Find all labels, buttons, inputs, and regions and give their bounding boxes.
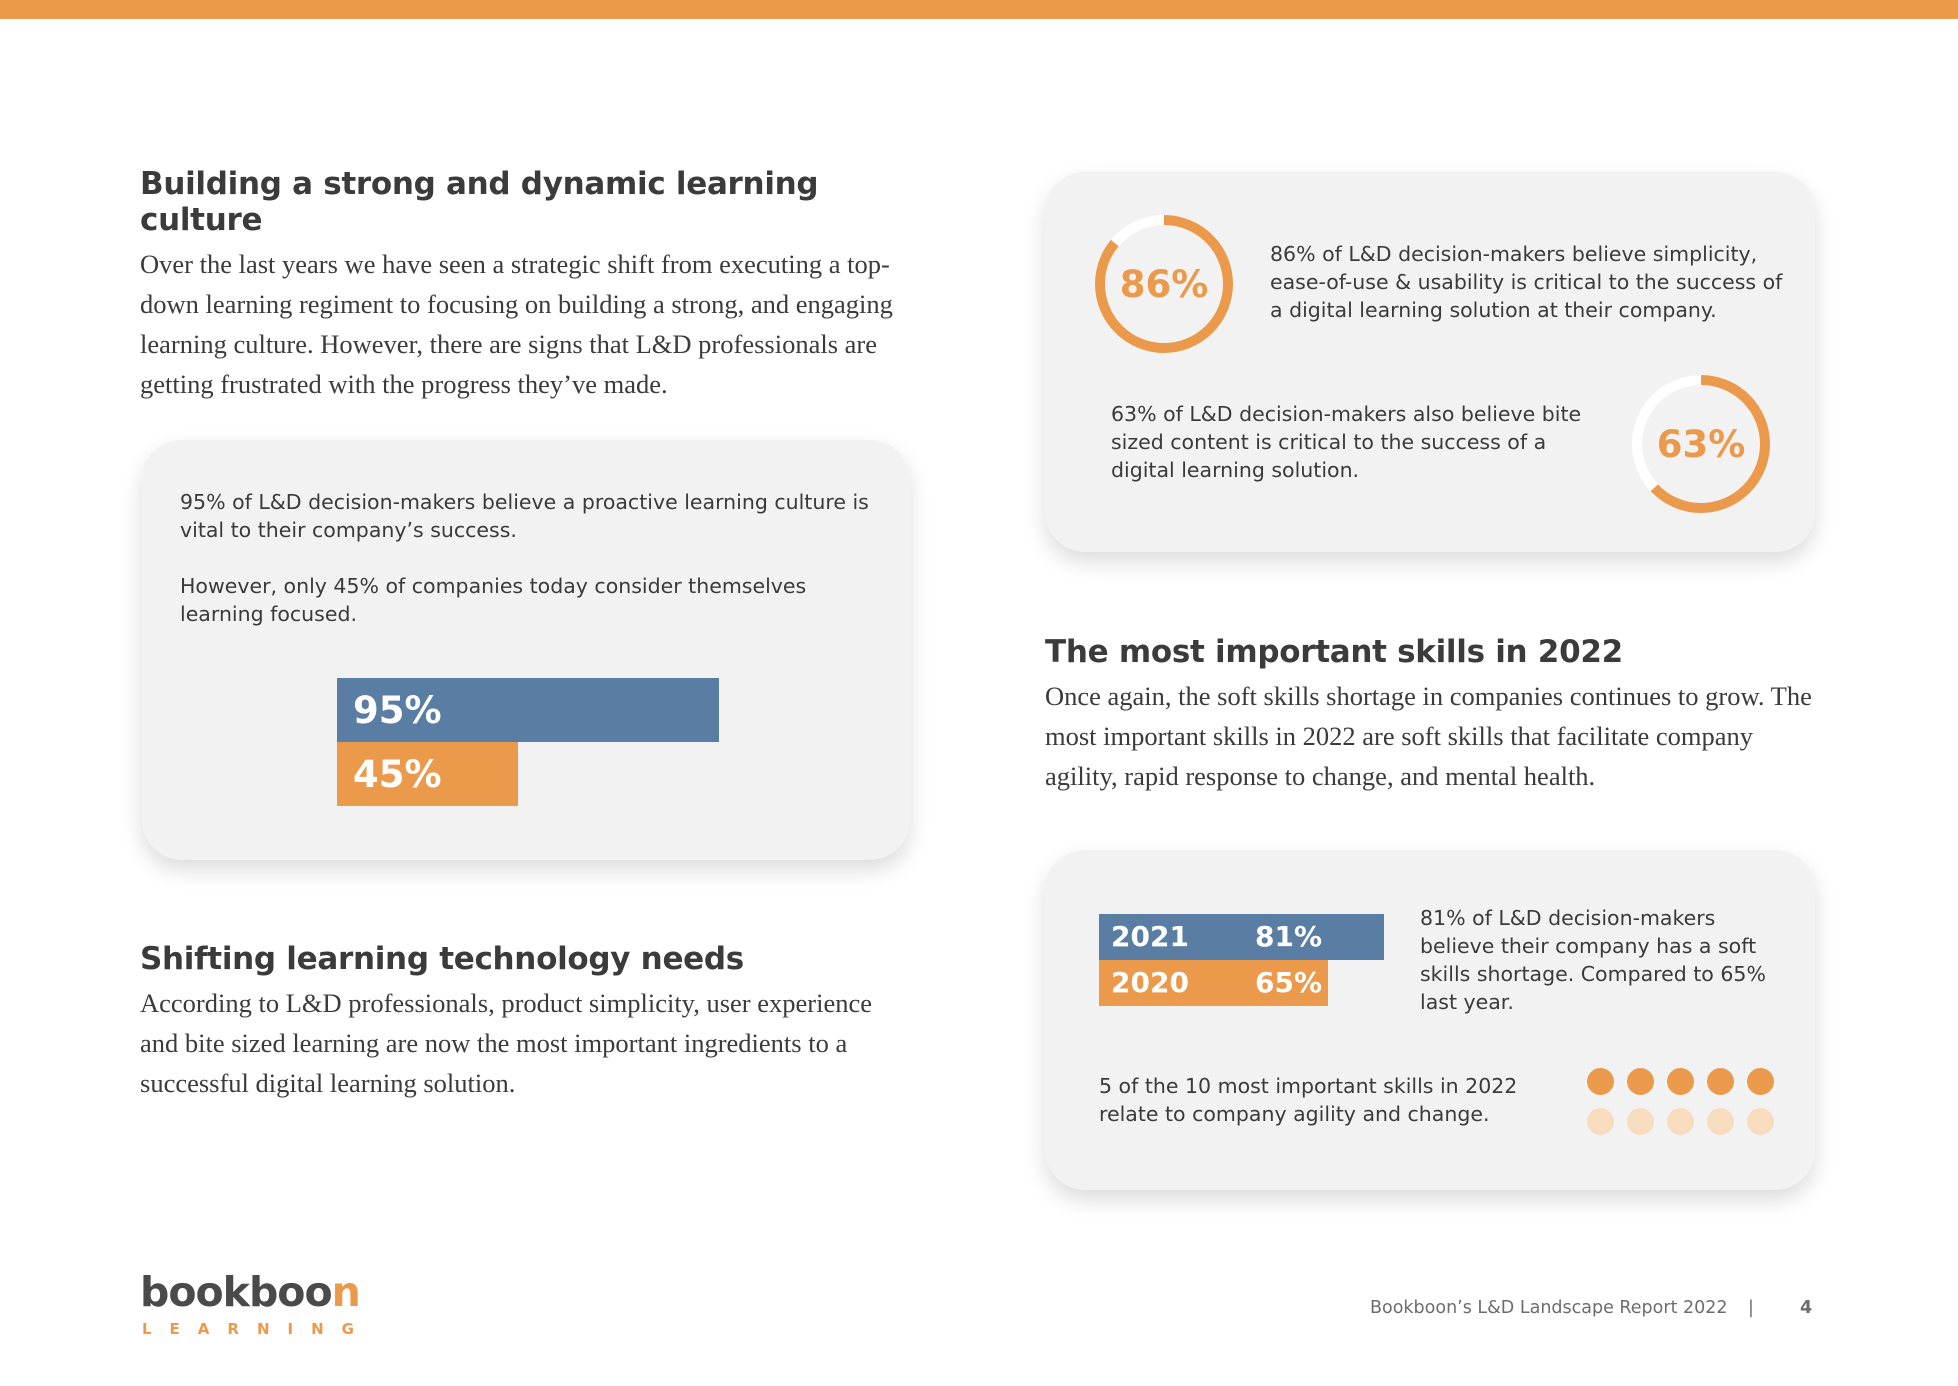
bar-95: 95% (337, 678, 719, 742)
bookboon-logo: bookboon (140, 1268, 361, 1316)
ring-86: 86% (1094, 214, 1234, 354)
dot-muted (1707, 1108, 1734, 1135)
dot-muted (1667, 1108, 1694, 1135)
skill-bar-2021-year: 2021 (1111, 920, 1189, 953)
soft-skills-shortage-text: 81% of L&D decision-makers believe their… (1420, 906, 1766, 1014)
skill-bar-2021: 2021 81% (1099, 914, 1384, 960)
skills-stat-card: 2021 81% 2020 65% 81% of L&D decision-ma… (1045, 850, 1815, 1190)
report-title: Bookboon’s L&D Landscape Report 2022 (1370, 1298, 1728, 1318)
bar-95-label: 95% (353, 689, 442, 732)
logo-subtitle: LEARNING (142, 1320, 372, 1338)
skill-bar-2021-value: 81% (1255, 920, 1323, 953)
page-number: 4 (1800, 1298, 1813, 1318)
agility-skills-text: 5 of the 10 most important skills in 202… (1099, 1074, 1518, 1126)
culture-stat-card: 95% of L&D decision-makers believe a pro… (142, 440, 910, 860)
footer-separator: | (1748, 1298, 1754, 1318)
dot-highlighted (1707, 1068, 1734, 1095)
section-body: Once again, the soft skills shortage in … (1045, 681, 1812, 791)
logo-text: bookboo (140, 1268, 333, 1316)
dot-highlighted (1587, 1068, 1614, 1095)
dot-highlighted (1747, 1068, 1774, 1095)
dot-highlighted (1627, 1068, 1654, 1095)
bar-45-label: 45% (353, 753, 442, 796)
section-body: According to L&D professionals, product … (140, 988, 872, 1098)
dot-highlighted (1667, 1068, 1694, 1095)
section-title: Shifting learning technology needs (140, 941, 744, 977)
logo-accent-letter: n (331, 1268, 361, 1316)
rings-stat-card: 86% 86% of L&D decision-makers believe s… (1045, 172, 1815, 552)
bar-45: 45% (337, 742, 518, 806)
section-important-skills: The most important skills in 2022 Once a… (1045, 634, 1825, 796)
culture-stat-text: 95% of L&D decision-makers believe a pro… (180, 490, 869, 542)
skill-bar-2020-value: 65% (1255, 966, 1323, 999)
skill-bar-2020-year: 2020 (1111, 966, 1189, 999)
ring-86-label: 86% (1119, 262, 1209, 306)
dot-muted (1747, 1108, 1774, 1135)
dot-muted (1587, 1108, 1614, 1135)
section-learning-culture: Building a strong and dynamic learning c… (140, 166, 910, 404)
ring-86-text: 86% of L&D decision-makers believe simpl… (1270, 242, 1783, 322)
skill-bar-2020: 2020 65% (1099, 960, 1328, 1006)
ring-63-label: 63% (1656, 422, 1746, 466)
ring-63-graphic (1632, 375, 1770, 513)
section-title: Building a strong and dynamic learning c… (140, 166, 819, 238)
ring-86-graphic (1095, 215, 1233, 353)
section-body: Over the last years we have seen a strat… (140, 249, 893, 399)
dot-muted (1627, 1108, 1654, 1135)
section-technology-needs: Shifting learning technology needs Accor… (140, 941, 900, 1103)
ring-63: 63% (1631, 374, 1771, 514)
culture-focus-text: However, only 45% of companies today con… (180, 574, 807, 626)
top-accent-bar (0, 0, 1958, 19)
ring-63-text: 63% of L&D decision-makers also believe … (1111, 402, 1582, 482)
section-title: The most important skills in 2022 (1045, 634, 1623, 670)
